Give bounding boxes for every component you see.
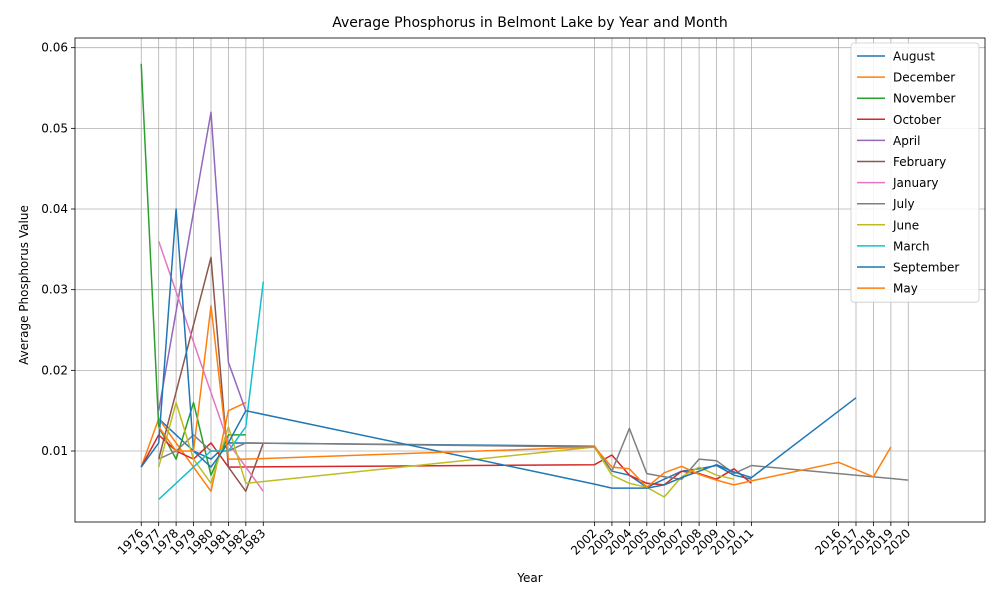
series-line-july <box>158 427 909 481</box>
legend-label: November <box>893 92 955 106</box>
grid <box>75 38 985 522</box>
y-tick-label: 0.03 <box>41 283 68 297</box>
legend-label: August <box>893 50 935 64</box>
y-tick-label: 0.05 <box>41 121 68 135</box>
legend-label: September <box>893 261 959 275</box>
legend-label: October <box>893 113 941 127</box>
legend-label: March <box>893 239 930 253</box>
series-line-march <box>158 281 265 500</box>
series-line-june <box>157 401 735 498</box>
plot-area-frame <box>74 37 986 523</box>
legend-label: February <box>893 155 946 169</box>
y-tick-label: 0.06 <box>41 41 68 55</box>
y-tick-label: 0.04 <box>41 202 68 216</box>
legend-box <box>850 42 980 303</box>
series-line-october <box>140 434 752 486</box>
series-line-may <box>158 305 892 489</box>
legend-label: July <box>892 197 915 211</box>
legend-label: April <box>893 134 920 148</box>
legend-label: May <box>893 282 918 296</box>
y-axis-ticks: 0.01 0.02 0.03 0.04 0.05 0.06 <box>41 41 75 458</box>
chart-title: Average Phosphorus in Belmont Lake by Ye… <box>332 15 728 31</box>
legend-label: June <box>892 218 919 232</box>
y-axis-label: Average Phosphorus Value <box>17 205 31 365</box>
y-tick-label: 0.02 <box>41 363 68 377</box>
series-line-april <box>157 111 247 411</box>
legend-label: January <box>892 176 939 190</box>
y-tick-label: 0.01 <box>41 444 68 458</box>
series-line-september <box>140 208 857 489</box>
x-axis-label: Year <box>516 571 542 585</box>
series-lines <box>140 63 909 500</box>
legend: August December November October April Februa… <box>850 42 980 303</box>
legend-label: December <box>893 71 955 85</box>
